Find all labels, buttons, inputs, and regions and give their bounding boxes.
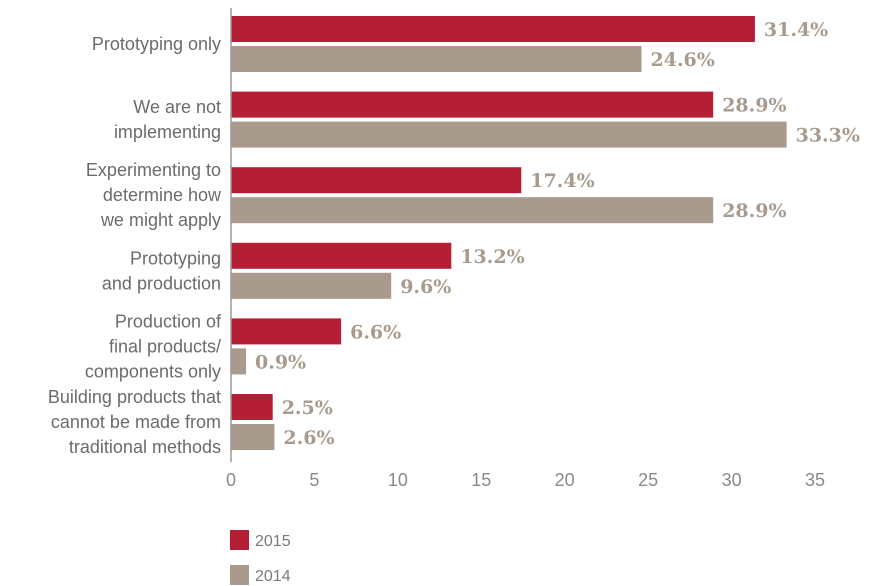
x-tick-label-30: 30	[722, 470, 742, 490]
category-labels: Prototyping only We are not implementing Ex…	[48, 34, 222, 457]
category-label-5-line-1: cannot be made from	[51, 412, 221, 432]
bar-2015-4	[231, 318, 342, 345]
legend-swatch-2015	[230, 530, 249, 550]
legend: 2015 2014	[230, 530, 291, 585]
x-axis-ticks: 0 5 10 15 20 25 30 35	[226, 470, 825, 490]
x-tick-label-10: 10	[388, 470, 408, 490]
data-label-2015-2: 17.4%	[530, 170, 594, 192]
category-label-1-line-1: implementing	[114, 122, 221, 142]
data-label-2014-0: 24.6%	[651, 49, 715, 71]
category-label-3-line-0: Prototyping	[130, 248, 221, 268]
x-tick-label-5: 5	[309, 470, 319, 490]
bar-2014-0	[231, 46, 642, 72]
x-tick-label-15: 15	[471, 470, 491, 490]
bar-2014-5	[231, 424, 275, 450]
category-label-0-line-0: Prototyping only	[92, 34, 221, 54]
category-label-3-line-1: and production	[102, 273, 221, 293]
legend-swatch-2014	[230, 565, 249, 585]
bar-2015-2	[231, 167, 522, 194]
data-label-2015-5: 2.5%	[282, 397, 333, 419]
data-label-2014-1: 33.3%	[796, 125, 860, 147]
bars-layer	[231, 16, 787, 450]
category-label-2-line-0: Experimenting to	[86, 160, 221, 180]
x-tick-label-20: 20	[555, 470, 575, 490]
legend-label-2015: 2015	[255, 533, 291, 550]
category-label-4-line-1: final products/	[109, 336, 221, 356]
data-label-2014-3: 9.6%	[400, 276, 451, 298]
data-label-2014-5: 2.6%	[283, 427, 334, 449]
bar-2015-5	[231, 394, 273, 420]
data-label-2014-4: 0.9%	[255, 351, 306, 373]
x-tick-label-0: 0	[226, 470, 236, 490]
x-tick-label-25: 25	[638, 470, 658, 490]
bar-2014-1	[231, 121, 787, 148]
category-label-4-line-0: Production of	[115, 311, 222, 331]
data-label-2015-0: 31.4%	[764, 19, 828, 41]
data-label-2014-2: 28.9%	[722, 200, 786, 222]
category-label-1-line-0: We are not	[133, 97, 221, 117]
bar-2015-0	[231, 16, 755, 42]
data-label-2015-1: 28.9%	[722, 95, 786, 117]
category-label-4-line-2: components only	[85, 361, 221, 381]
category-label-5-line-2: traditional methods	[69, 437, 221, 457]
bar-2014-2	[231, 197, 714, 224]
x-tick-label-35: 35	[805, 470, 825, 490]
bar-2015-3	[231, 242, 452, 269]
data-labels: 31.4% 24.6% 28.9% 33.3% 17.4% 28.9% 13.2% 9.6% 6…	[255, 19, 860, 449]
data-label-2015-4: 6.6%	[350, 321, 401, 343]
bar-2014-3	[231, 272, 392, 299]
category-label-5-line-0: Building products that	[48, 387, 221, 407]
category-label-2-line-1: determine how	[103, 185, 222, 205]
category-label-2-line-2: we might apply	[100, 210, 221, 230]
bar-2015-1	[231, 91, 714, 118]
data-label-2015-3: 13.2%	[460, 246, 524, 268]
legend-label-2014: 2014	[255, 568, 291, 585]
bar-2014-4	[231, 348, 246, 375]
